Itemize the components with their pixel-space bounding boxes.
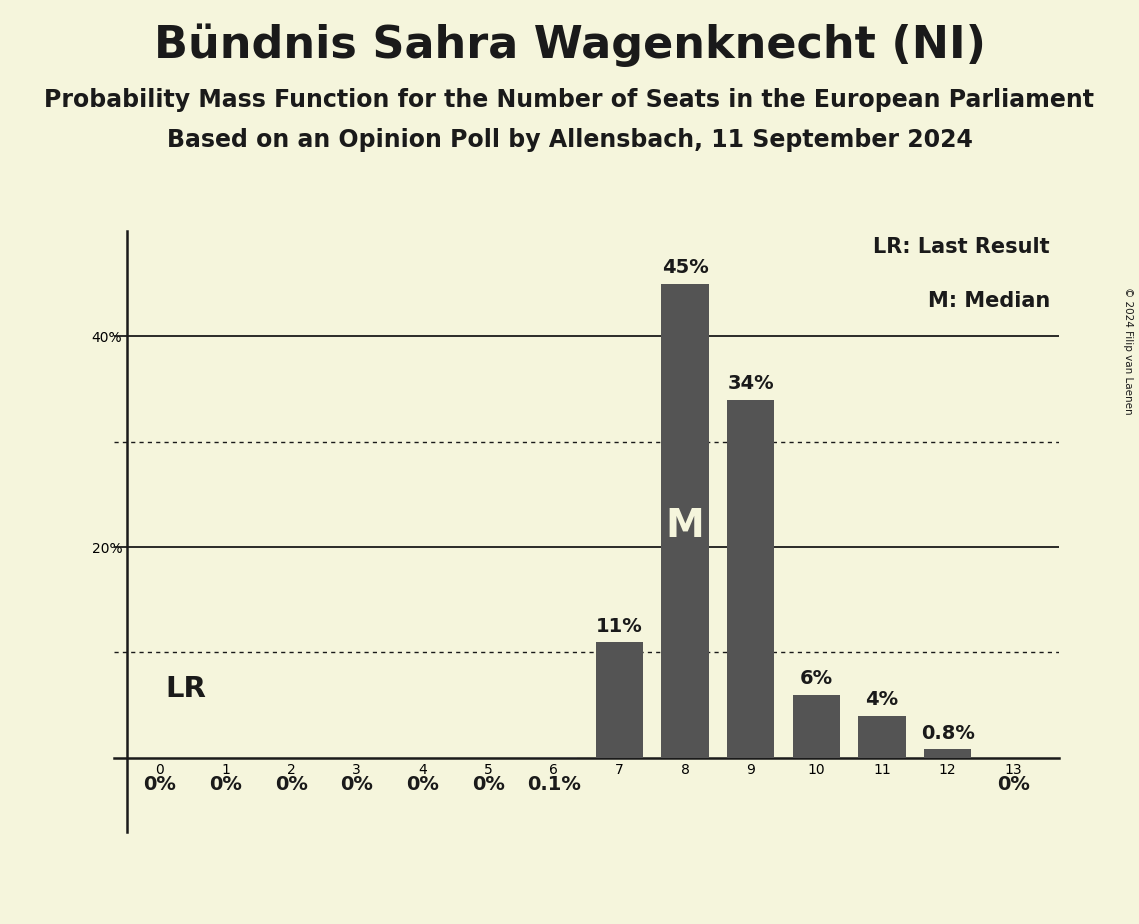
Bar	[662, 284, 708, 758]
Text: 0%: 0%	[341, 774, 374, 794]
Bar	[793, 695, 839, 758]
Text: 6%: 6%	[800, 669, 833, 688]
Text: 0.8%: 0.8%	[920, 724, 975, 743]
Text: 4%: 4%	[866, 690, 899, 710]
Text: 0%: 0%	[210, 774, 241, 794]
Text: 0%: 0%	[405, 774, 439, 794]
Bar	[596, 642, 644, 758]
Text: M: Median: M: Median	[927, 291, 1050, 311]
Bar	[727, 399, 775, 758]
Text: 0%: 0%	[997, 774, 1030, 794]
Text: Bündnis Sahra Wagenknecht (NI): Bündnis Sahra Wagenknecht (NI)	[154, 23, 985, 67]
Bar	[924, 749, 972, 758]
Text: Based on an Opinion Poll by Allensbach, 11 September 2024: Based on an Opinion Poll by Allensbach, …	[166, 128, 973, 152]
Bar	[530, 757, 577, 758]
Text: 0.1%: 0.1%	[527, 774, 581, 794]
Bar	[859, 716, 906, 758]
Text: © 2024 Filip van Laenen: © 2024 Filip van Laenen	[1123, 287, 1133, 415]
Text: 0%: 0%	[144, 774, 177, 794]
Text: M: M	[665, 507, 704, 545]
Text: 11%: 11%	[596, 616, 642, 636]
Text: LR: Last Result: LR: Last Result	[874, 237, 1050, 257]
Text: 0%: 0%	[274, 774, 308, 794]
Text: 45%: 45%	[662, 259, 708, 277]
Text: 34%: 34%	[728, 374, 775, 394]
Text: 0%: 0%	[472, 774, 505, 794]
Text: LR: LR	[165, 675, 206, 703]
Text: Probability Mass Function for the Number of Seats in the European Parliament: Probability Mass Function for the Number…	[44, 88, 1095, 112]
